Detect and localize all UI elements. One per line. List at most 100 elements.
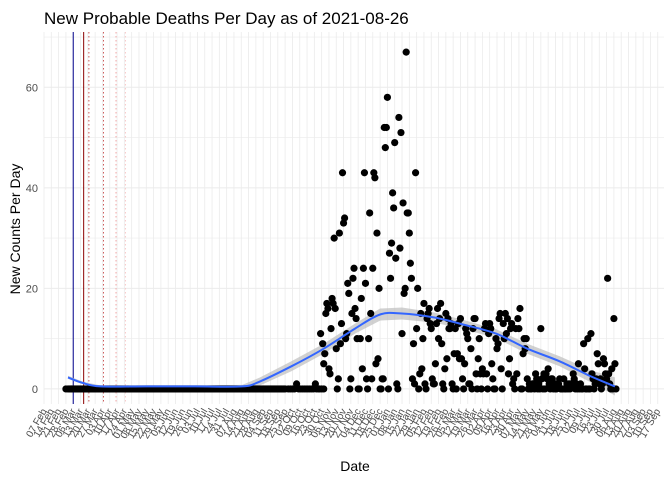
data-point	[475, 335, 483, 343]
data-point	[361, 279, 370, 287]
data-point	[379, 375, 387, 383]
data-point	[482, 370, 491, 378]
data-point	[350, 264, 358, 272]
data-point	[420, 299, 428, 308]
data-point	[363, 385, 372, 393]
data-point	[418, 365, 426, 373]
data-point	[496, 309, 504, 318]
data-point	[430, 380, 438, 388]
data-point	[367, 309, 375, 318]
data-point	[515, 324, 523, 333]
data-point	[405, 229, 413, 237]
data-point	[441, 365, 449, 373]
data-point	[374, 355, 382, 363]
data-point	[511, 385, 519, 393]
data-point	[537, 324, 545, 333]
data-point	[499, 319, 507, 328]
data-point	[401, 284, 409, 292]
data-point	[504, 370, 513, 378]
data-point	[544, 365, 552, 373]
data-point	[600, 360, 609, 368]
data-point	[484, 385, 492, 393]
data-point	[349, 274, 357, 282]
data-point	[347, 375, 355, 383]
data-point	[402, 48, 410, 56]
data-point	[359, 264, 367, 272]
data-point	[332, 345, 340, 353]
data-point	[471, 314, 479, 323]
data-point	[414, 284, 422, 292]
data-point	[390, 204, 398, 212]
data-point	[346, 385, 354, 393]
data-point	[385, 249, 394, 257]
data-point	[581, 365, 589, 373]
data-point	[419, 335, 427, 343]
data-point	[356, 335, 364, 343]
chart-title: New Probable Deaths Per Day as of 2021-0…	[44, 9, 409, 28]
data-point	[392, 254, 400, 262]
x-axis-title: Date	[340, 458, 370, 474]
data-point	[371, 174, 379, 182]
data-point	[335, 229, 343, 237]
data-point	[337, 319, 346, 328]
smooth-line	[67, 311, 616, 388]
data-point	[331, 304, 339, 313]
data-point	[351, 304, 359, 313]
data-point	[431, 360, 440, 368]
data-point	[383, 93, 392, 101]
data-point	[459, 385, 468, 393]
data-point	[488, 360, 496, 368]
event-lines	[72, 32, 126, 404]
data-point	[369, 264, 377, 272]
data-point	[336, 340, 345, 348]
data-point	[377, 385, 385, 393]
y-tick-label: 40	[26, 183, 38, 195]
smooth-band	[68, 307, 615, 396]
data-point	[464, 335, 472, 343]
smooth-line-group	[67, 311, 616, 388]
data-point	[425, 304, 433, 313]
data-point	[411, 169, 420, 177]
data-point	[406, 259, 414, 267]
data-point	[415, 385, 423, 393]
data-point	[381, 144, 389, 152]
data-point	[518, 385, 526, 393]
data-point	[461, 360, 469, 368]
data-point	[404, 209, 412, 217]
data-point	[386, 274, 395, 282]
data-point	[440, 385, 448, 393]
data-point	[437, 299, 445, 308]
y-tick-label: 20	[26, 283, 38, 295]
data-point	[316, 330, 325, 338]
data-point	[422, 385, 430, 393]
data-point	[398, 330, 406, 338]
data-point	[513, 370, 521, 378]
data-point	[456, 314, 465, 323]
data-point	[397, 128, 405, 137]
data-point	[360, 169, 369, 177]
data-point	[352, 314, 360, 323]
data-point	[399, 199, 407, 207]
data-point	[324, 304, 332, 313]
data-point	[458, 375, 467, 383]
data-point	[516, 304, 524, 313]
data-point	[611, 360, 619, 368]
data-point	[593, 350, 601, 358]
data-point	[413, 324, 421, 333]
data-point	[366, 209, 374, 217]
data-point	[580, 340, 588, 348]
data-point	[384, 385, 393, 393]
data-point	[503, 314, 512, 323]
data-point	[320, 360, 328, 368]
data-point	[365, 335, 373, 343]
data-point	[407, 274, 416, 282]
data-point	[409, 340, 418, 348]
data-point	[394, 385, 402, 393]
data-point	[491, 385, 499, 393]
data-point	[587, 330, 595, 338]
data-point	[62, 385, 70, 393]
data-point	[474, 355, 482, 363]
data-point	[330, 234, 338, 242]
